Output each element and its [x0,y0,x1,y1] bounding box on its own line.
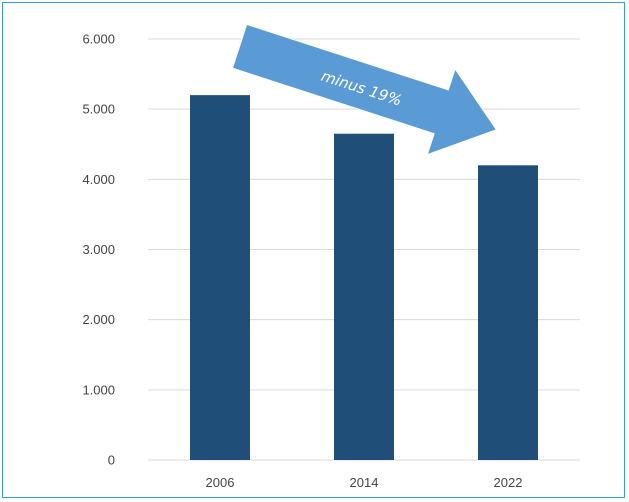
bar-chart: 0 1.000 2.000 3.000 4.000 5.000 6.000 2006 2014… [82,23,580,490]
y-tick-label: 4.000 [82,172,115,187]
x-tick-label: 2014 [350,475,379,490]
x-axis: 2006 2014 2022 [206,475,523,490]
trend-arrow-icon [231,23,498,156]
bars [190,95,538,461]
bar-2022 [478,165,538,461]
x-tick-label: 2022 [494,475,523,490]
y-tick-label: 6.000 [82,32,115,47]
chart-frame: 0 1.000 2.000 3.000 4.000 5.000 6.000 2006 2014… [2,2,625,498]
bar-2006 [190,95,250,460]
x-tick-label: 2006 [206,475,235,490]
y-tick-label: 1.000 [82,382,115,397]
y-tick-label: 2.000 [82,312,115,327]
bar-2014 [334,133,394,460]
y-axis: 0 1.000 2.000 3.000 4.000 5.000 6.000 [82,32,115,468]
y-tick-label: 0 [108,453,115,468]
y-tick-label: 5.000 [82,102,115,117]
y-tick-label: 3.000 [82,242,115,257]
